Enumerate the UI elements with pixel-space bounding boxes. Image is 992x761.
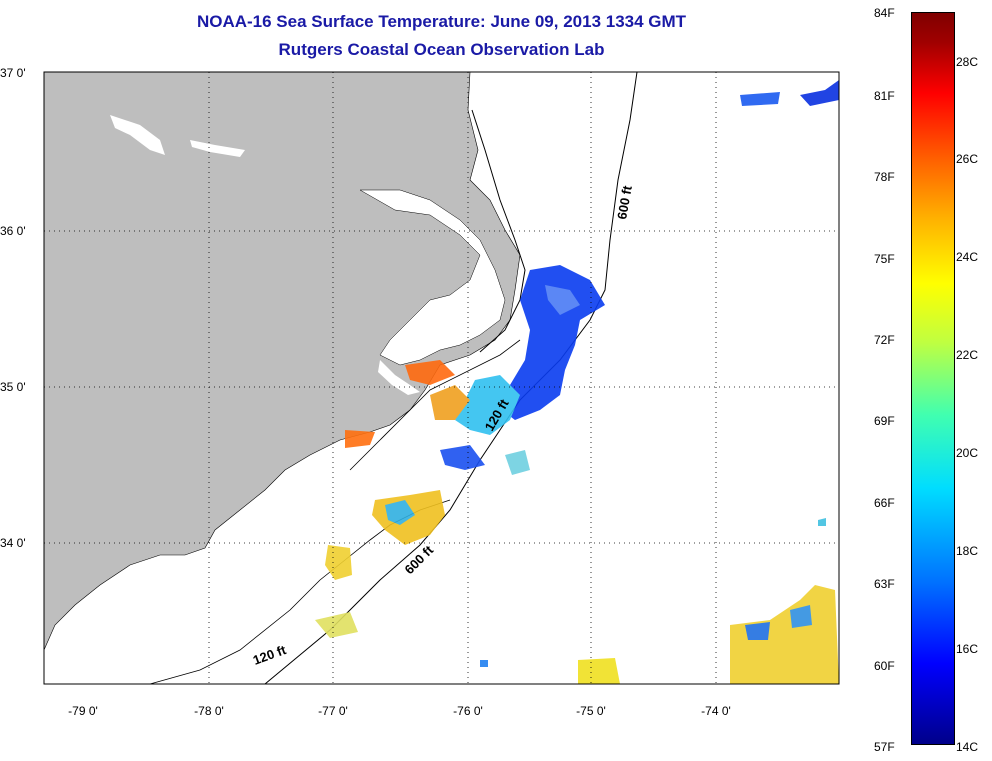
map-title: NOAA-16 Sea Surface Temperature: June 09…	[196, 12, 687, 31]
sst-patch	[800, 80, 839, 106]
lat-label: 34 0'	[0, 536, 26, 550]
sst-patch	[740, 92, 780, 106]
river-water	[190, 140, 245, 157]
sst-patch	[745, 622, 770, 640]
sst-patch	[790, 605, 812, 628]
isobath-label: 600 ft	[614, 184, 635, 221]
colorbar-f-label: 84F	[874, 6, 895, 20]
colorbar-f-label: 69F	[874, 414, 895, 428]
colorbar-f-label: 72F	[874, 333, 895, 347]
colorbar-c-label: 22C	[956, 348, 979, 362]
temperature-colorbar	[911, 12, 955, 745]
lat-label: 36 0'	[0, 224, 26, 238]
isobath-120ft	[349, 339, 521, 471]
lat-label: 35 0'	[0, 380, 26, 394]
colorbar-f-label: 78F	[874, 170, 895, 184]
sst-patch	[345, 430, 375, 448]
lon-label: -78 0'	[194, 704, 224, 718]
grid-lines	[44, 72, 839, 684]
colorbar-c-label: 18C	[956, 544, 979, 558]
lon-label: -74 0'	[701, 704, 731, 718]
lon-label: -79 0'	[68, 704, 98, 718]
lake-water	[110, 115, 165, 155]
sst-patch	[505, 450, 530, 475]
river-water	[378, 360, 420, 395]
outer-banks	[471, 109, 526, 353]
sst-patch	[818, 518, 826, 526]
sst-patch	[730, 585, 839, 684]
colorbar-f-label: 66F	[874, 496, 895, 510]
colorbar-c-label: 16C	[956, 642, 979, 656]
colorbar-f-label: 75F	[874, 252, 895, 266]
sst-patch	[315, 612, 358, 638]
map-frame	[43, 71, 840, 685]
map-subtitle: Rutgers Coastal Ocean Observation Lab	[278, 40, 605, 59]
sst-patch	[545, 285, 580, 315]
colorbar-f-label: 60F	[874, 659, 895, 673]
colorbar-f-label: 57F	[874, 740, 895, 754]
colorbar-c-label: 26C	[956, 152, 979, 166]
colorbar-c-label: 28C	[956, 55, 979, 69]
colorbar-c-label: 24C	[956, 250, 979, 264]
sound-water	[359, 189, 506, 366]
sst-patch	[440, 445, 485, 470]
sst-patch	[405, 360, 455, 385]
isobath-label: 120 ft	[251, 642, 289, 668]
isobath-label: 600 ft	[402, 542, 437, 577]
land-mass	[44, 72, 521, 651]
sst-patch	[578, 658, 620, 684]
sst-patch	[385, 500, 415, 525]
colorbar-c-label: 20C	[956, 446, 979, 460]
lon-label: -77 0'	[318, 704, 348, 718]
colorbar-c-label: 14C	[956, 740, 979, 754]
colorbar-f-label: 81F	[874, 89, 895, 103]
sst-patch	[455, 375, 520, 435]
sst-patch	[325, 545, 352, 580]
sst-patches	[315, 80, 839, 684]
lat-label: 37 0'	[0, 66, 26, 80]
colorbar-f-label: 63F	[874, 577, 895, 591]
sst-patch	[480, 660, 488, 667]
sst-patch	[430, 385, 470, 420]
lon-label: -76 0'	[453, 704, 483, 718]
lon-label: -75 0'	[576, 704, 606, 718]
